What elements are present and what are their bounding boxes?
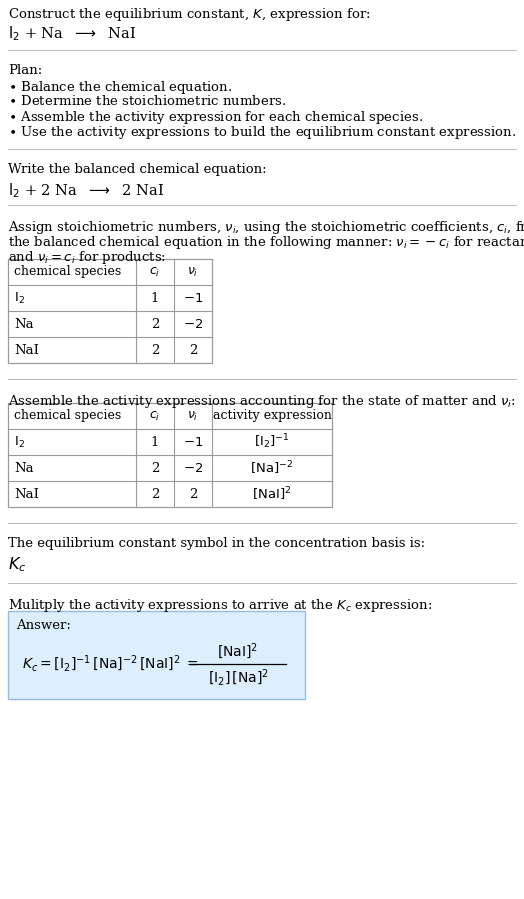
Text: activity expression: activity expression	[213, 410, 332, 423]
Text: chemical species: chemical species	[14, 410, 121, 423]
Text: $-2$: $-2$	[183, 317, 203, 331]
Text: chemical species: chemical species	[14, 265, 121, 279]
Text: $\bullet$ Balance the chemical equation.: $\bullet$ Balance the chemical equation.	[8, 79, 233, 96]
Text: Write the balanced chemical equation:: Write the balanced chemical equation:	[8, 163, 267, 176]
Text: Assign stoichiometric numbers, $\nu_i$, using the stoichiometric coefficients, $: Assign stoichiometric numbers, $\nu_i$, …	[8, 219, 524, 236]
Text: 2: 2	[189, 487, 197, 501]
Text: 1: 1	[151, 291, 159, 305]
Text: Answer:: Answer:	[16, 619, 71, 632]
Text: 2: 2	[151, 317, 159, 331]
Text: Na: Na	[14, 317, 34, 331]
Text: $[\mathrm{I_2}]\,[\mathrm{Na}]^2$: $[\mathrm{I_2}]\,[\mathrm{Na}]^2$	[208, 668, 268, 689]
Text: $-1$: $-1$	[183, 435, 203, 449]
Text: $c_i$: $c_i$	[149, 409, 161, 423]
Text: 2: 2	[189, 343, 197, 357]
FancyBboxPatch shape	[8, 611, 305, 699]
Text: $[\mathrm{NaI}]^2$: $[\mathrm{NaI}]^2$	[253, 485, 292, 503]
Text: $[\mathrm{I_2}]^{-1}$: $[\mathrm{I_2}]^{-1}$	[254, 432, 290, 451]
Text: $[\mathrm{Na}]^{-2}$: $[\mathrm{Na}]^{-2}$	[250, 459, 293, 476]
Text: The equilibrium constant symbol in the concentration basis is:: The equilibrium constant symbol in the c…	[8, 537, 425, 550]
Text: Construct the equilibrium constant, $K$, expression for:: Construct the equilibrium constant, $K$,…	[8, 6, 370, 23]
Text: 2: 2	[151, 487, 159, 501]
Text: $K_c$: $K_c$	[8, 555, 26, 574]
Text: 2: 2	[151, 343, 159, 357]
Bar	[8, 403, 332, 507]
Text: $\nu_i$: $\nu_i$	[187, 265, 199, 279]
Text: 1: 1	[151, 435, 159, 449]
Text: $\mathrm{I_2}$ + Na  $\longrightarrow$  NaI: $\mathrm{I_2}$ + Na $\longrightarrow$ Na…	[8, 24, 136, 42]
Text: $\mathrm{I_2}$: $\mathrm{I_2}$	[14, 434, 25, 450]
Text: $-1$: $-1$	[183, 291, 203, 305]
Text: $\bullet$ Assemble the activity expression for each chemical species.: $\bullet$ Assemble the activity expressi…	[8, 109, 423, 126]
Text: the balanced chemical equation in the following manner: $\nu_i = -c_i$ for react: the balanced chemical equation in the fo…	[8, 234, 524, 251]
Text: $\bullet$ Use the activity expressions to build the equilibrium constant express: $\bullet$ Use the activity expressions t…	[8, 124, 516, 141]
Text: $\mathrm{I_2}$ + 2 Na  $\longrightarrow$  2 NaI: $\mathrm{I_2}$ + 2 Na $\longrightarrow$ …	[8, 181, 164, 200]
Text: Na: Na	[14, 461, 34, 475]
Text: and $\nu_i = c_i$ for products:: and $\nu_i = c_i$ for products:	[8, 249, 166, 266]
Text: $-2$: $-2$	[183, 461, 203, 475]
Text: $[\mathrm{NaI}]^2$: $[\mathrm{NaI}]^2$	[217, 641, 258, 661]
Text: NaI: NaI	[14, 343, 39, 357]
Text: Mulitply the activity expressions to arrive at the $K_c$ expression:: Mulitply the activity expressions to arr…	[8, 597, 432, 614]
Text: 2: 2	[151, 461, 159, 475]
Text: $\nu_i$: $\nu_i$	[187, 409, 199, 423]
Text: NaI: NaI	[14, 487, 39, 501]
Text: Plan:: Plan:	[8, 64, 42, 77]
Bar	[8, 259, 212, 363]
Text: $c_i$: $c_i$	[149, 265, 161, 279]
Text: Assemble the activity expressions accounting for the state of matter and $\nu_i$: Assemble the activity expressions accoun…	[8, 393, 516, 410]
Text: $\bullet$ Determine the stoichiometric numbers.: $\bullet$ Determine the stoichiometric n…	[8, 94, 286, 108]
Text: $K_c = [\mathrm{I_2}]^{-1}\,[\mathrm{Na}]^{-2}\,[\mathrm{NaI}]^{2}\; =$: $K_c = [\mathrm{I_2}]^{-1}\,[\mathrm{Na}…	[22, 654, 199, 674]
Text: $\mathrm{I_2}$: $\mathrm{I_2}$	[14, 290, 25, 306]
